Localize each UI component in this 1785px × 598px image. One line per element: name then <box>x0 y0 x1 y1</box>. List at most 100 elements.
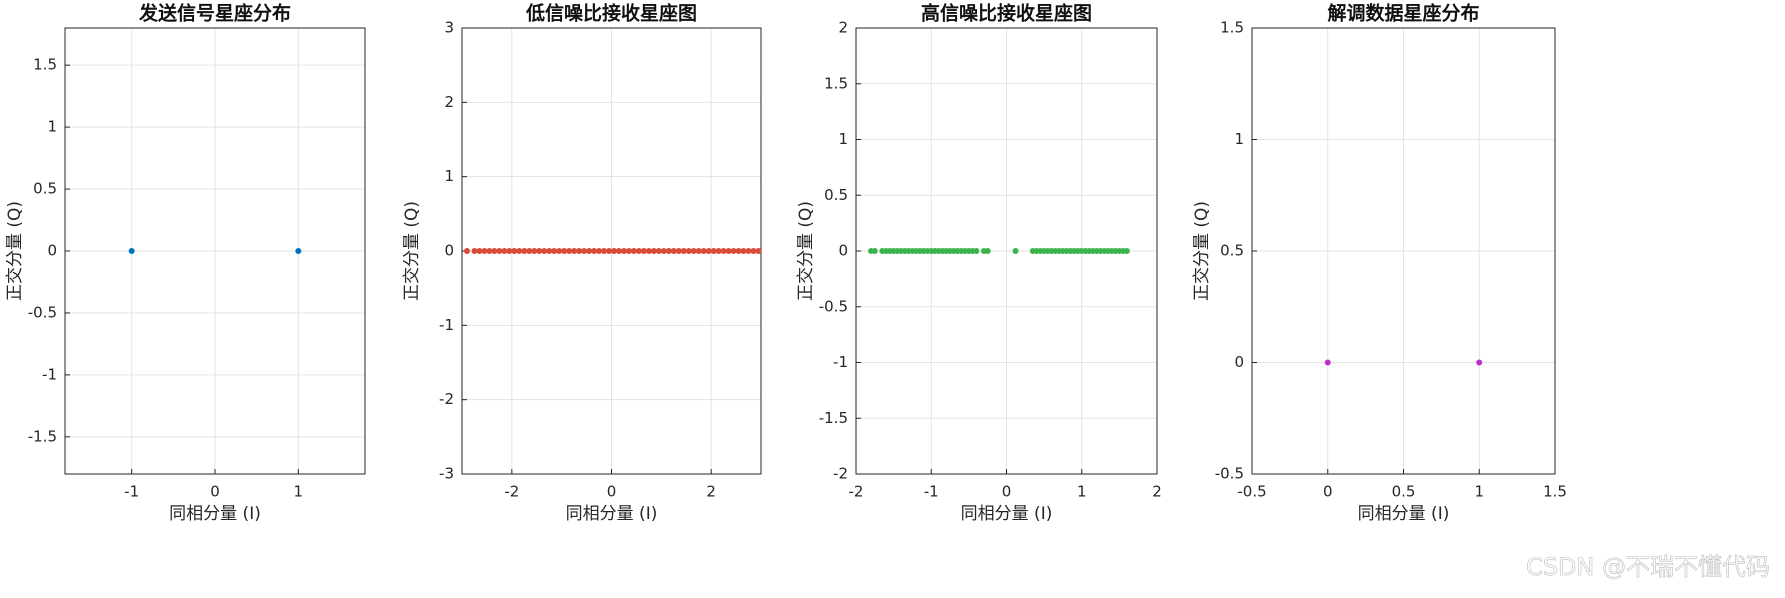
y-axis-label: 正交分量 (Q) <box>796 201 816 301</box>
point <box>128 248 135 254</box>
y-tick-label: -2 <box>833 465 848 483</box>
point <box>1123 248 1130 254</box>
y-tick-label: 0 <box>1234 353 1244 371</box>
point <box>531 248 538 254</box>
point <box>581 248 588 254</box>
y-tick-label: -1 <box>833 353 848 371</box>
chart-title: 低信噪比接收星座图 <box>525 2 697 25</box>
point <box>660 248 667 254</box>
point <box>973 248 980 254</box>
point <box>546 248 553 254</box>
point <box>586 248 593 254</box>
y-tick-label: 1 <box>444 167 454 185</box>
point <box>551 248 558 254</box>
y-tick-label: 0.5 <box>1220 242 1244 260</box>
point <box>715 248 722 254</box>
watermark: CSDN @不瑞不懂代码 <box>1526 553 1770 581</box>
chart-title: 高信噪比接收星座图 <box>921 2 1092 25</box>
x-tick-label: 1.5 <box>1543 483 1567 501</box>
point <box>640 248 647 254</box>
point <box>541 248 548 254</box>
point <box>596 248 603 254</box>
point <box>591 248 598 254</box>
point <box>506 248 513 254</box>
point <box>725 248 732 254</box>
point <box>685 248 692 254</box>
point <box>745 248 752 254</box>
axes-box <box>1251 27 1556 475</box>
x-axis-label: 同相分量 (I) <box>169 504 261 524</box>
x-tick-label: 1 <box>1474 483 1484 501</box>
point <box>556 248 563 254</box>
point <box>511 248 518 254</box>
chart-title: 发送信号星座分布 <box>138 2 291 25</box>
point <box>491 248 498 254</box>
point <box>576 248 583 254</box>
point <box>620 248 627 254</box>
point <box>476 248 483 254</box>
point <box>606 248 613 254</box>
y-tick-label: 1 <box>838 130 848 148</box>
point <box>1012 248 1019 254</box>
x-tick-label: 0 <box>607 483 617 501</box>
point <box>516 248 523 254</box>
point <box>496 248 503 254</box>
point <box>630 248 637 254</box>
point <box>655 248 662 254</box>
x-axis-label: 同相分量 (I) <box>1358 504 1450 524</box>
point <box>700 248 707 254</box>
point <box>521 248 528 254</box>
x-tick-label: 0 <box>1002 483 1012 501</box>
y-tick-label: 0 <box>47 242 57 260</box>
point <box>571 248 578 254</box>
y-tick-label: 0 <box>838 242 848 260</box>
point <box>625 248 632 254</box>
y-tick-label: 2 <box>444 93 454 111</box>
y-axis-label: 正交分量 (Q) <box>402 201 422 301</box>
point <box>645 248 652 254</box>
y-tick-label: -1 <box>439 316 454 334</box>
y-tick-label: 1 <box>47 118 57 136</box>
axes-box <box>64 27 366 475</box>
y-tick-label: 0.5 <box>33 180 57 198</box>
y-tick-label: 1 <box>1234 130 1244 148</box>
x-tick-label: -1 <box>924 483 939 501</box>
point <box>295 248 302 254</box>
y-tick-label: 2 <box>838 19 848 37</box>
y-tick-label: -0.5 <box>819 297 848 315</box>
subplot: -2 -1 0 1 2 -2 -1.5 -1 -0.5 0 0.5 1 1.5 2 高信噪比接收星座图同相分… <box>796 2 1162 525</box>
y-tick-label: -1.5 <box>819 409 848 427</box>
y-tick-label: -0.5 <box>1215 465 1244 483</box>
axes-box <box>855 27 1158 475</box>
point <box>561 248 568 254</box>
point <box>635 248 642 254</box>
point <box>740 248 747 254</box>
y-tick-label: -1.5 <box>28 427 57 445</box>
point <box>755 248 762 254</box>
point <box>566 248 573 254</box>
point <box>1324 359 1331 366</box>
point <box>735 248 742 254</box>
x-tick-label: 0 <box>1323 483 1333 501</box>
point <box>463 248 470 254</box>
y-tick-label: 0 <box>444 242 454 260</box>
point <box>710 248 717 254</box>
y-tick-label: 1.5 <box>1220 19 1244 37</box>
chart-title: 解调数据星座分布 <box>1327 2 1479 25</box>
point <box>601 248 608 254</box>
x-tick-label: 2 <box>706 483 716 501</box>
point <box>720 248 727 254</box>
x-tick-label: 2 <box>1152 483 1162 501</box>
y-tick-label: -0.5 <box>28 303 57 321</box>
point <box>536 248 543 254</box>
x-axis-label: 同相分量 (I) <box>961 504 1053 524</box>
point <box>486 248 493 254</box>
point <box>871 248 878 254</box>
point <box>615 248 622 254</box>
x-tick-label: -2 <box>504 483 519 501</box>
point <box>501 248 508 254</box>
point <box>665 248 672 254</box>
x-tick-label: 1 <box>1077 483 1087 501</box>
